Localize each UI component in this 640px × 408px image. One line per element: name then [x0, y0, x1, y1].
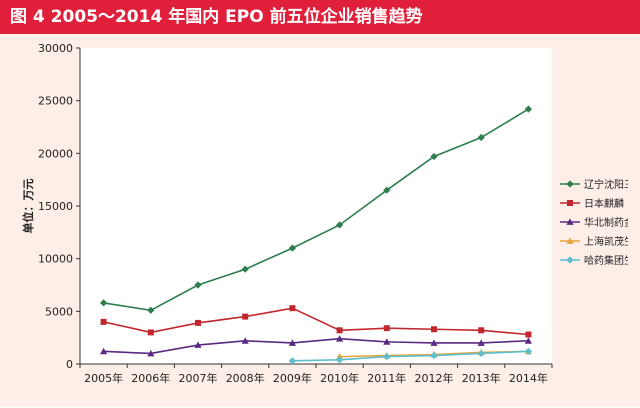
x-tick-label: 2012年: [415, 371, 454, 385]
data-point-series-2: [194, 341, 202, 348]
data-point-series-1: [242, 313, 249, 320]
data-point-series-4: [524, 347, 532, 355]
data-point-series-1: [525, 331, 532, 338]
data-point-series-1: [431, 326, 437, 333]
y-axis-title: 单位：万元: [21, 179, 35, 234]
data-point-series-1: [336, 327, 343, 334]
data-point-series-4: [477, 349, 485, 358]
x-tick-label: 2010年: [320, 371, 359, 385]
legend-swatch-marker: [566, 218, 574, 225]
legend-swatch-marker: [567, 200, 573, 206]
data-point-series-0: [194, 281, 202, 289]
data-point-series-1: [289, 305, 296, 312]
data-point-series-2: [100, 347, 108, 355]
legend-swatch-marker: [566, 256, 574, 264]
data-point-series-1: [478, 327, 485, 334]
legend-label: 哈药集团生物: [584, 254, 628, 267]
x-tick-label: 2011年: [367, 371, 406, 385]
data-point-series-0: [383, 186, 391, 194]
plot-area: 0 5000 10000 15000 20000 25000 30000 2005年 2006年…: [12, 36, 640, 404]
legend-swatch-marker: [566, 237, 574, 244]
legend-swatch-marker: [566, 180, 574, 188]
plot-background: [80, 48, 552, 364]
x-tick-label: 2014年: [509, 371, 548, 385]
data-point-series-0: [147, 306, 155, 314]
data-point-series-2: [524, 337, 532, 344]
series-line-0: [103, 108, 529, 312]
x-tick-label: 2005年: [84, 371, 123, 385]
x-tick-label: 2013年: [462, 371, 501, 385]
data-point-series-4: [383, 353, 391, 361]
data-point-series-1: [383, 325, 390, 332]
x-tick-label: 2007年: [179, 371, 218, 385]
y-tick-label: 15000: [38, 200, 73, 213]
legend-label: 上海凯茂生物: [584, 235, 628, 248]
data-point-series-0: [430, 152, 438, 161]
y-tick-label: 20000: [38, 147, 73, 160]
data-point-series-0: [100, 299, 108, 307]
legend-label: 华北制药金坦: [584, 216, 628, 229]
series-line-2: [103, 337, 529, 355]
y-tick-label: 25000: [38, 95, 73, 108]
data-point-series-0: [477, 133, 485, 142]
legend-label: 辽宁沈阳三生: [584, 178, 628, 191]
data-point-series-4: [430, 351, 438, 360]
data-point-series-1: [195, 319, 201, 326]
legend-label: 日本麒麟: [584, 197, 624, 210]
series-line-4: [292, 350, 529, 362]
data-point-series-2: [288, 339, 296, 346]
data-point-series-2: [383, 338, 391, 345]
data-point-series-0: [288, 244, 296, 252]
y-tick-label: 30000: [38, 42, 73, 55]
y-tick-label: 5000: [45, 305, 73, 318]
series-line-1: [103, 307, 529, 336]
x-tick-label: 2009年: [273, 371, 312, 385]
data-point-series-1: [147, 329, 154, 336]
data-point-series-2: [477, 339, 485, 346]
data-point-series-4: [336, 356, 344, 364]
y-tick-label: 10000: [38, 253, 73, 266]
data-point-series-0: [336, 221, 344, 229]
y-tick-label: 0: [66, 358, 73, 371]
data-point-series-2: [430, 339, 438, 346]
x-tick-label: 2006年: [131, 371, 170, 385]
data-point-series-1: [100, 318, 107, 325]
data-point-series-2: [241, 337, 249, 344]
data-point-series-2: [147, 349, 155, 357]
chart-svg: 0 5000 10000 15000 20000 25000 30000 2005年 2006年…: [21, 42, 640, 385]
x-tick-label: 2008年: [226, 371, 265, 385]
data-point-series-2: [336, 335, 344, 342]
data-point-series-4: [288, 357, 296, 365]
data-point-series-0: [241, 265, 249, 273]
data-point-series-0: [524, 105, 532, 113]
figure-title: 图 4 2005～2014 年国内 EPO 前五位企业销售趋势: [0, 0, 640, 34]
